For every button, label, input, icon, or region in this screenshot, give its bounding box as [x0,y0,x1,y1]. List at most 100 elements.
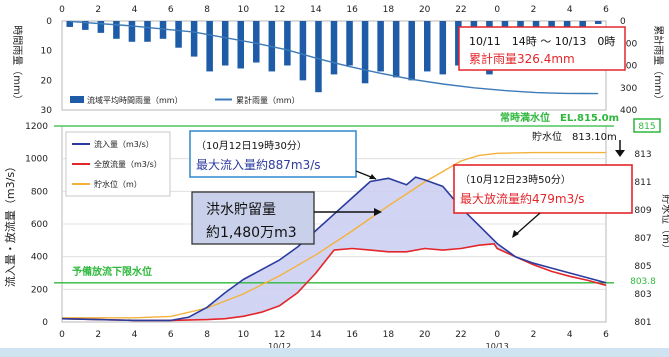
rain-x-tick: 14 [310,5,322,15]
rain-bar [144,21,151,42]
legend-bar-label: 流域平均時間雨量（mm） [87,95,183,105]
rain-bar [594,21,602,24]
rain-x-tick: 0 [494,5,500,15]
legend-cum-label: 累計雨量（mm） [236,95,300,105]
rain-bar [253,21,260,63]
rain-bar [361,21,369,84]
rain-bar [284,21,291,66]
rain-bar [190,21,198,57]
flow-x-tick: 22 [455,330,466,340]
flow-x-tick: 0 [59,330,65,340]
level-y2-tick: 813 [634,150,651,160]
max-outflow-time: （10月12日23時50分） [460,174,571,186]
rain-bar [159,21,167,39]
storage-volume-box [191,191,315,245]
flow-y-tick: 800 [31,187,48,197]
normal-full-marker: 815 [638,122,655,132]
flow-y-axis-label: 流入量・放流量（m3/s） [3,161,17,287]
rain-bar [439,21,447,75]
rain-bar [330,21,338,75]
rain-x-tick: 0 [59,5,65,15]
flood-lower-marker: 803.8 [630,277,656,287]
rain-y-tick: 30 [41,106,53,116]
rain-bar [128,21,136,42]
rain-bar [113,21,120,39]
rain-x-tick: 20 [419,5,431,15]
outflow-line [61,243,607,322]
rain-y2-tick: 0 [620,17,626,27]
rain-bar [299,21,307,81]
rain-bar [206,21,213,72]
max-outflow-pointer-head [512,230,519,238]
rain-x-tick: 18 [383,5,395,15]
level-y2-tick: 803 [634,290,651,300]
flow-legend-label: 流入量（m3/s） [94,139,154,149]
max-inflow-time: （10月12日19時30分） [196,140,307,152]
max-outflow-pointer [513,212,541,237]
inflow-line [61,176,607,322]
max-outflow-box [453,164,633,214]
rain-period-text: 10/11 14時 ～ 10/13 0時 [469,35,615,48]
flow-x-tick: 8 [204,330,210,340]
rain-bar [346,21,353,66]
level-y2-tick: 801 [634,318,651,328]
rain-y2-tick: 300 [620,84,637,94]
rain-x-tick: 16 [346,5,358,15]
storage-volume-title: 洪水貯留量 [206,202,276,218]
level-y2-axis-label: 貯水位（m） [660,194,669,254]
rain-bar [392,21,400,78]
rain-x-tick: 2 [95,5,101,15]
flow-y-tick: 200 [31,285,48,295]
flow-x-tick: 18 [383,330,395,340]
rain-x-tick: 12 [274,5,285,15]
max-inflow-box [189,130,357,178]
flow-x-tick: 14 [310,330,322,340]
rain-bar [377,21,384,72]
max-outflow-text: 最大放流量約479m3/s [460,191,585,206]
rain-y2-axis-label: 累計雨量（mm） [652,25,665,104]
storage-volume-pointer-head [374,208,382,216]
rain-bar [221,21,229,66]
rain-bar [315,21,322,93]
flow-x-tick: 0 [494,330,500,340]
rain-y2-tick: 100 [620,39,637,49]
bottom-border [0,348,669,357]
date-label-1013: 10/13 [486,342,509,351]
rain-y-tick: 0 [46,17,52,27]
rain-bar [175,21,182,48]
rain-x-tick: 8 [204,5,210,15]
rain-bar [423,21,431,72]
flow-x-tick: 6 [603,330,609,340]
flow-y-tick: 400 [31,253,48,263]
cumulative-rain-line [69,20,599,95]
flow-x-tick: 10 [238,330,250,340]
rain-total-text: 累計雨量326.4mm [469,51,575,66]
flow-y-tick: 1200 [25,122,48,132]
storage-level-line [62,151,606,319]
rain-x-tick: 2 [531,5,537,15]
flow-x-tick: 2 [531,330,537,340]
storage-level-label: 貯水位 813.10m [532,130,617,143]
rain-y2-tick: 200 [620,62,637,72]
flood-lower-label: 予備放流下限水位 [72,265,152,278]
legend-bar-swatch [70,96,84,103]
rain-bar [82,21,89,30]
rain-bar [66,21,74,27]
rain-total-box [458,26,626,71]
normal-full-label: 常時満水位 EL.815.0m [500,111,619,124]
max-inflow-text: 最大流入量約887m3/s [196,157,321,172]
rain-x-tick: 6 [603,5,609,15]
flow-x-tick: 6 [168,330,174,340]
normal-full-marker-box [633,118,661,133]
rain-x-tick: 4 [567,5,573,15]
flow-legend-label: 全放流量（m3/s） [94,159,162,169]
flow-legend-label: 貯水位（m） [94,179,142,189]
flow-x-tick: 2 [95,330,101,340]
rain-x-tick: 6 [168,5,174,15]
rain-y-tick: 10 [41,47,53,57]
flow-y-tick: 0 [42,318,48,328]
flow-x-tick: 4 [132,330,138,340]
rain-bar [97,21,105,33]
level-y2-tick: 807 [634,234,651,244]
level-y2-tick: 805 [634,262,651,272]
